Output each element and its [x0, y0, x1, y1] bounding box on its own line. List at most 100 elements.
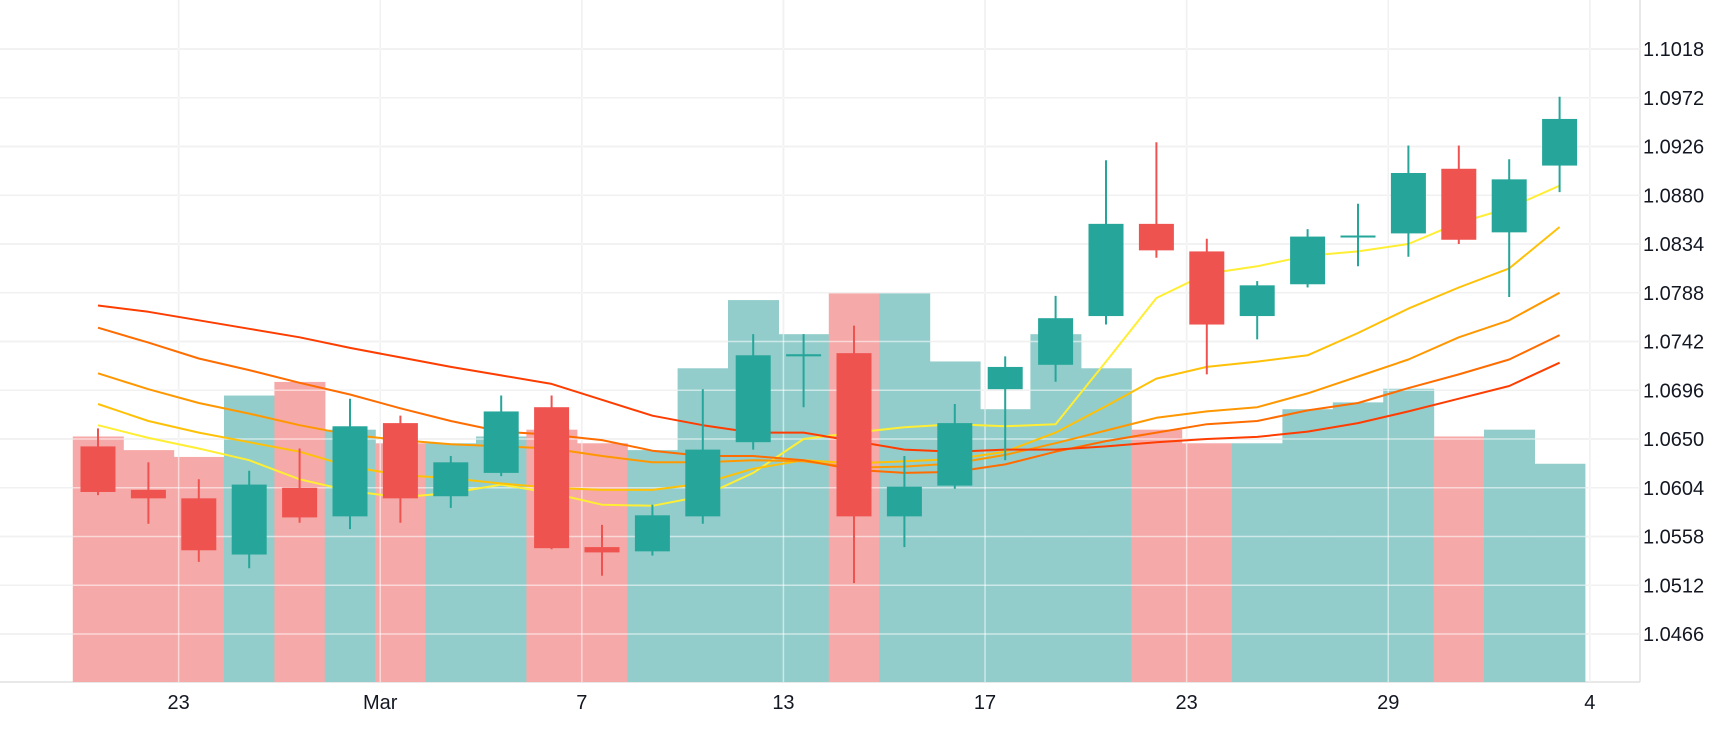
candle-body — [1340, 235, 1376, 238]
y-axis: 1.1018 1.0972 1.0926 1.0880 1.0834 1.0788 1.07… — [1643, 39, 1704, 646]
candle — [181, 479, 217, 562]
candle-body — [886, 486, 922, 517]
candle — [534, 395, 570, 550]
candle-body — [534, 407, 570, 549]
candle — [1340, 203, 1376, 267]
candle-body — [483, 411, 519, 473]
candle — [1189, 238, 1225, 375]
y-tick-label: 1.0696 — [1643, 380, 1704, 402]
candle-body — [786, 354, 822, 357]
candle — [433, 455, 469, 508]
candle — [483, 395, 519, 477]
x-tick-label: 29 — [1377, 692, 1399, 714]
y-tick-label: 1.0972 — [1643, 88, 1704, 110]
candles — [80, 96, 1578, 584]
candle — [130, 462, 166, 524]
candle — [634, 504, 670, 556]
y-tick-label: 1.1018 — [1643, 39, 1704, 61]
candle — [231, 470, 267, 569]
y-tick-label: 1.0834 — [1643, 234, 1704, 256]
candle-body — [382, 423, 418, 499]
x-tick-label: 23 — [168, 692, 190, 714]
candle — [1088, 160, 1124, 325]
y-tick-label: 1.0788 — [1643, 283, 1704, 305]
x-tick-label: Mar — [363, 692, 398, 714]
candle — [786, 334, 822, 408]
candle — [382, 415, 418, 523]
candle-body — [685, 449, 721, 517]
candle-body — [433, 462, 469, 497]
x-tick-label: 4 — [1584, 692, 1595, 714]
volume-bars — [72, 293, 1586, 682]
candle — [1038, 295, 1074, 382]
x-tick-label: 7 — [576, 692, 587, 714]
candle-body — [130, 489, 166, 499]
candle-body — [1542, 118, 1578, 166]
candle — [836, 325, 872, 584]
candle-body — [231, 484, 267, 555]
volume-bar — [1332, 402, 1384, 682]
candle — [987, 356, 1023, 461]
y-tick-label: 1.0466 — [1643, 624, 1704, 646]
x-tick-label: 17 — [974, 692, 996, 714]
volume-bar — [1030, 334, 1082, 682]
volume-bar — [1282, 409, 1334, 682]
candle — [282, 448, 318, 523]
candle — [937, 404, 973, 489]
y-tick-label: 1.0604 — [1643, 478, 1704, 500]
candle-body — [937, 423, 973, 486]
y-tick-label: 1.0926 — [1643, 137, 1704, 159]
candle — [685, 389, 721, 524]
volume-bar — [1433, 436, 1485, 682]
y-tick-label: 1.0558 — [1643, 527, 1704, 549]
candle — [332, 398, 368, 530]
volume-bar — [1080, 368, 1132, 682]
y-tick-label: 1.0650 — [1643, 429, 1704, 451]
candle-body — [836, 353, 872, 517]
candle-body — [1138, 223, 1174, 251]
candle — [1390, 145, 1426, 257]
x-axis: 23 Mar 7 13 17 23 29 4 — [168, 692, 1596, 714]
candle-body — [282, 487, 318, 518]
volume-bar — [1383, 388, 1435, 682]
candle — [1491, 159, 1527, 297]
y-tick-label: 1.0880 — [1643, 185, 1704, 207]
candle-body — [1441, 168, 1477, 240]
volume-bar — [1484, 429, 1535, 682]
ma-line-40 — [97, 304, 1561, 453]
candle-body — [1290, 236, 1326, 285]
volume-bar — [1534, 463, 1586, 682]
volume-bar — [476, 436, 527, 682]
candle — [735, 334, 771, 450]
candle — [584, 524, 620, 576]
candle-body — [1239, 285, 1275, 317]
candle-body — [1189, 251, 1225, 325]
candle-body — [1491, 179, 1527, 233]
candle — [1441, 145, 1477, 244]
candle — [1542, 96, 1578, 193]
candle — [886, 455, 922, 548]
candle-body — [1390, 172, 1426, 234]
candle-body — [987, 366, 1023, 390]
volume-bar — [1232, 443, 1283, 682]
candle-body — [1088, 223, 1124, 317]
volume-bar — [1181, 443, 1233, 682]
x-tick-label: 13 — [772, 692, 794, 714]
candle — [1239, 281, 1275, 340]
ma-line-30 — [97, 326, 1561, 474]
candle-body — [1038, 318, 1074, 365]
candle — [1138, 142, 1174, 258]
candle-body — [80, 446, 116, 492]
candle — [1290, 229, 1326, 288]
volume-bar — [627, 450, 679, 682]
y-tick-label: 1.0512 — [1643, 575, 1704, 597]
candle-body — [181, 498, 217, 551]
candle-body — [332, 426, 368, 517]
candle — [80, 428, 116, 496]
candle-body — [634, 515, 670, 552]
x-tick-label: 23 — [1176, 692, 1198, 714]
volume-bar — [274, 381, 326, 682]
candle-body — [584, 547, 620, 553]
y-tick-label: 1.0742 — [1643, 332, 1704, 354]
